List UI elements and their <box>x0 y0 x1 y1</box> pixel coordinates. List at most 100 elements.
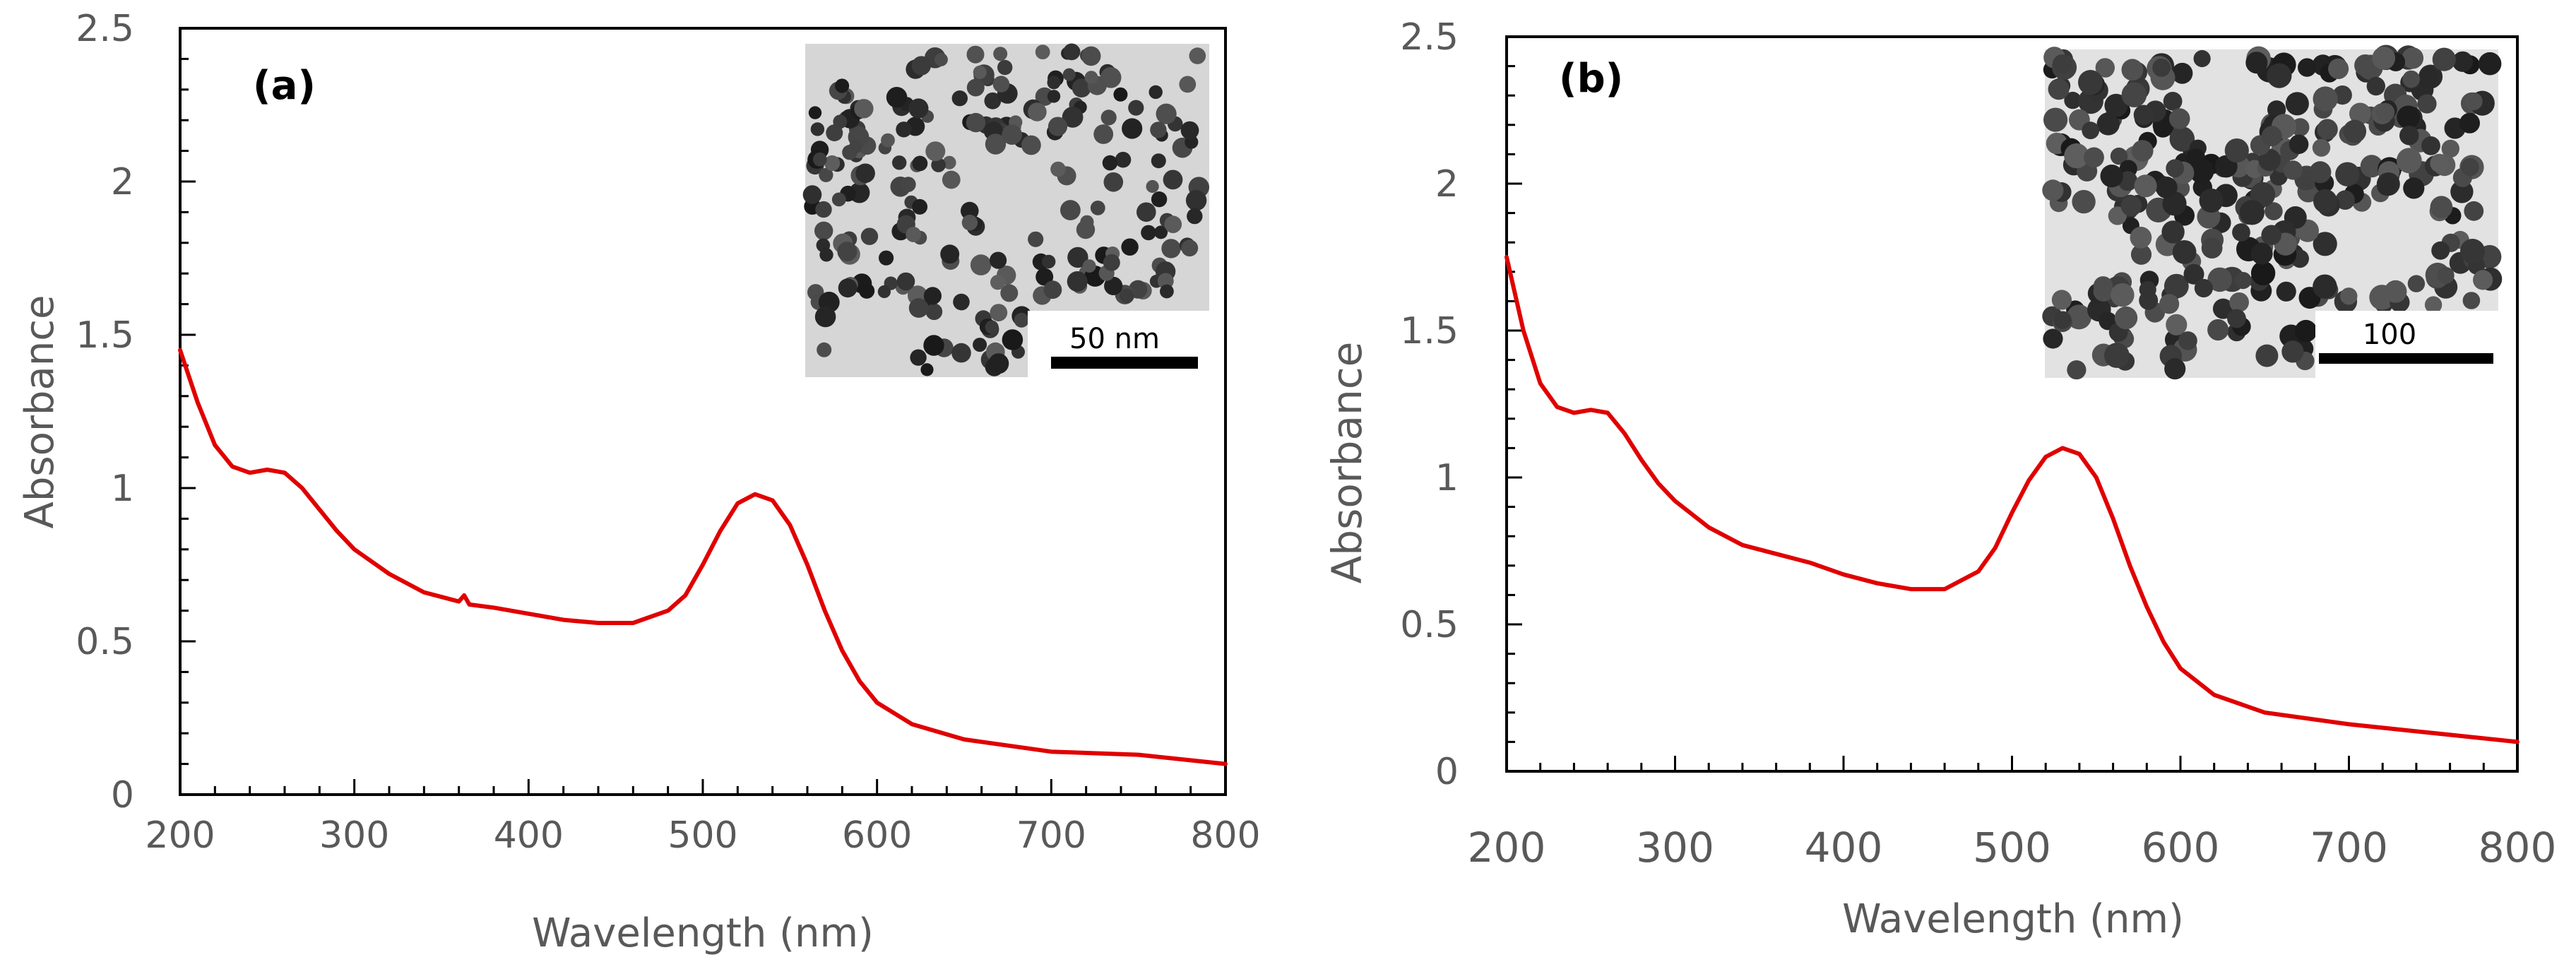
panel-a-y-tick-label: 0.5 <box>76 621 134 663</box>
nanoparticle <box>824 155 841 172</box>
nanoparticle <box>2082 121 2100 140</box>
nanoparticle <box>973 338 987 352</box>
nanoparticle <box>817 342 832 357</box>
nanoparticle <box>1042 254 1056 269</box>
nanoparticle <box>2335 162 2360 186</box>
nanoparticle <box>1148 85 1163 100</box>
nanoparticle <box>1002 329 1023 350</box>
nanoparticle <box>2096 112 2120 136</box>
nanoparticle <box>2207 319 2229 341</box>
nanoparticle <box>1047 117 1068 136</box>
nanoparticle <box>1028 102 1047 121</box>
panel-a-x-tick-label: 600 <box>842 814 912 857</box>
panel-b-x-tick-label: 500 <box>1973 824 2051 872</box>
nanoparticle <box>1002 124 1022 145</box>
nanoparticle <box>1047 76 1061 90</box>
nanoparticle <box>2229 292 2250 312</box>
nanoparticle <box>2430 196 2453 219</box>
nanoparticle <box>896 121 912 138</box>
nanoparticle <box>1154 225 1168 239</box>
nanoparticle <box>910 349 927 366</box>
panel-a-nanoparticles <box>802 43 1210 376</box>
nanoparticle <box>1136 202 1156 222</box>
nanoparticle <box>906 227 922 242</box>
nanoparticle <box>2460 239 2485 263</box>
nanoparticle <box>2441 139 2459 158</box>
nanoparticle <box>2108 206 2127 225</box>
nanoparticle <box>2276 281 2296 302</box>
panel-b-y-tick-label: 2 <box>1435 163 1459 206</box>
nanoparticle <box>2283 160 2303 180</box>
nanoparticle <box>1128 100 1144 116</box>
nanoparticle <box>2104 343 2130 368</box>
nanoparticle <box>2313 274 2337 299</box>
nanoparticle <box>1050 161 1066 177</box>
nanoparticle <box>2294 319 2317 343</box>
nanoparticle <box>2066 304 2091 330</box>
nanoparticle <box>2366 76 2385 96</box>
nanoparticle <box>1150 121 1167 138</box>
nanoparticle <box>1103 172 1124 192</box>
nanoparticle <box>2212 298 2233 319</box>
nanoparticle <box>1102 155 1118 171</box>
nanoparticle <box>2402 47 2424 69</box>
nanoparticle <box>1082 259 1096 273</box>
panel-a-x-tick-label: 500 <box>667 814 737 857</box>
nanoparticle <box>966 78 985 97</box>
panel-b-nanoparticles <box>2042 44 2503 380</box>
nanoparticle <box>860 227 879 245</box>
nanoparticle <box>993 47 1008 61</box>
nanoparticle <box>990 304 1008 321</box>
nanoparticle <box>2418 69 2439 89</box>
panel-a-y-tick-labels: 0 0.5 1 1.5 2 2.5 <box>76 8 134 816</box>
nanoparticle <box>859 283 875 299</box>
nanoparticle <box>2139 280 2156 299</box>
nanoparticle <box>951 90 968 107</box>
panel-b: 0 0.5 1 1.5 2 2.5 200 300 400 500 600 700 800 Wavel… <box>1323 16 2556 942</box>
panel-b-x-tick-label: 800 <box>2479 824 2557 872</box>
nanoparticle <box>2464 201 2484 221</box>
panel-a-x-tick-label: 300 <box>319 814 389 857</box>
nanoparticle <box>2121 82 2147 107</box>
nanoparticle <box>2450 180 2474 203</box>
nanoparticle <box>1047 90 1061 103</box>
nanoparticle <box>1189 47 1206 64</box>
nanoparticle <box>1084 71 1098 84</box>
panel-a-y-axis-title: Absorbance <box>17 295 63 529</box>
nanoparticle <box>808 106 822 119</box>
nanoparticle <box>1164 215 1182 234</box>
nanoparticle <box>1043 280 1062 299</box>
nanoparticle <box>1187 208 1203 225</box>
nanoparticle <box>1060 200 1081 220</box>
panel-b-y-axis-title: Absorbance <box>1323 342 1371 584</box>
nanoparticle <box>2120 195 2142 217</box>
nanoparticle <box>2349 102 2371 125</box>
nanoparticle <box>2166 314 2188 335</box>
nanoparticle <box>2265 202 2283 220</box>
nanoparticle <box>2261 225 2281 246</box>
nanoparticle <box>802 185 822 204</box>
nanoparticle <box>2377 177 2397 196</box>
nanoparticle <box>879 250 894 266</box>
panel-b-x-tick-label: 300 <box>1636 824 1714 872</box>
nanoparticle <box>1160 284 1174 299</box>
nanoparticle <box>1141 225 1156 241</box>
panel-a: 0 0.5 1 1.5 2 2.5 200 300 400 500 600 700 800 Wavel… <box>17 8 1261 956</box>
nanoparticle <box>2281 340 2304 363</box>
nanoparticle <box>908 298 929 318</box>
panel-a-x-tick-labels: 200 300 400 500 600 700 800 <box>145 814 1260 857</box>
nanoparticle <box>997 59 1013 76</box>
nanoparticle <box>877 285 891 299</box>
panel-a-tem-inset: 50 nm <box>802 43 1210 377</box>
nanoparticle <box>1062 68 1076 81</box>
panel-b-scale-label: 100 <box>2363 319 2416 351</box>
nanoparticle <box>988 353 1009 374</box>
nanoparticle <box>896 272 915 291</box>
nanoparticle <box>1151 191 1168 208</box>
panel-a-absorbance-line <box>178 348 1228 766</box>
nanoparticle <box>2464 92 2483 111</box>
nanoparticle <box>812 152 827 167</box>
panel-a-x-axis-title: Wavelength (nm) <box>532 910 874 956</box>
nanoparticle <box>814 221 833 240</box>
nanoparticle <box>831 192 846 207</box>
